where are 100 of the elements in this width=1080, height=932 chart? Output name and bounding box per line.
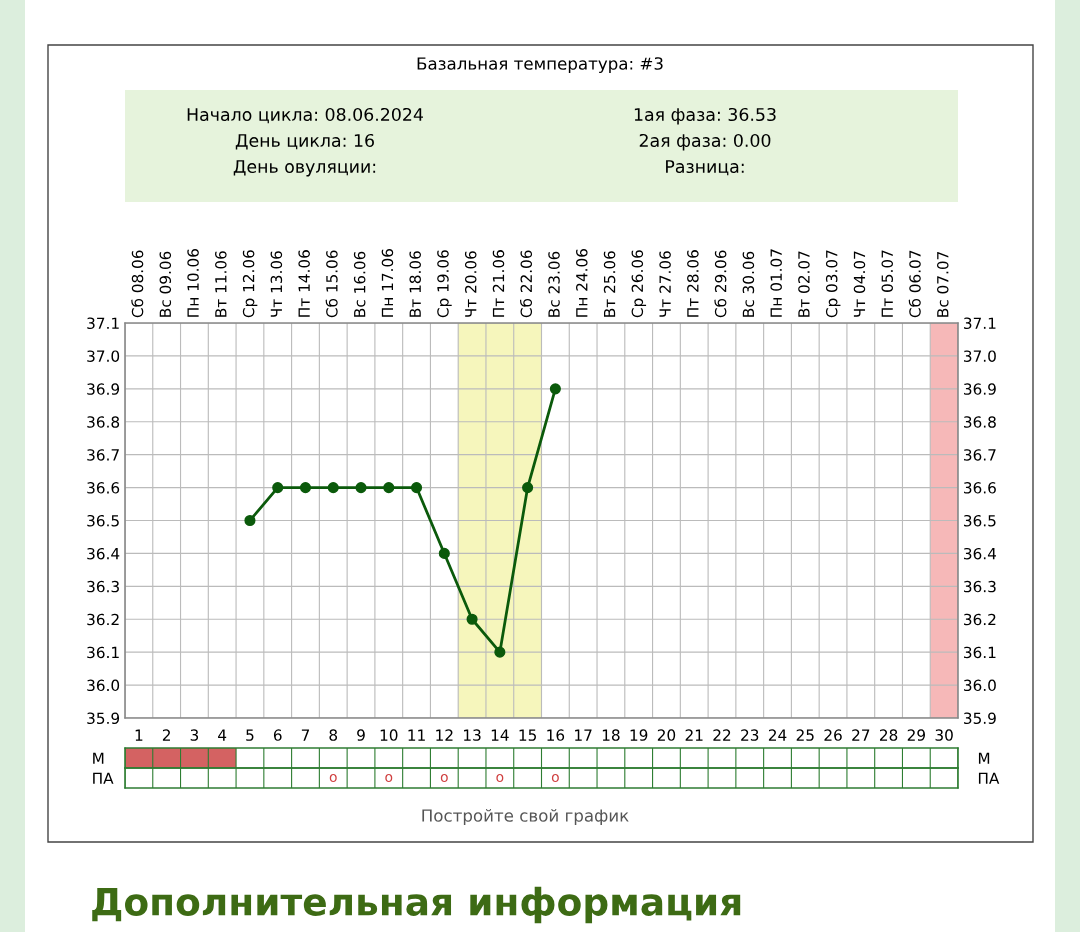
x-tick-label: Вс 30.06 [742,251,755,317]
y-tick-label: 36.1 [87,646,119,659]
x-tick-label: 3 [190,729,199,741]
x-tick-label: Вс 07.07 [936,251,949,317]
y-tick-label: ПА [93,772,114,784]
x-tick-label: Ср 19.06 [437,250,452,318]
x-tick-label: Вт 18.06 [409,251,421,317]
y2-tick-label: 36.3 [964,580,996,593]
point [549,383,561,395]
x-tick-label: 8 [329,729,338,741]
text: 2ая фаза: 0.00 [639,133,771,151]
point [355,482,367,494]
x-tick-label: 18 [602,729,620,741]
x-tick-label: Вт 02.07 [798,251,810,317]
x-tick-label: 13 [464,729,481,741]
x-tick-label: 14 [491,729,509,741]
y2-tick-label: 37.1 [964,317,996,330]
point [466,613,478,625]
y2-tick-label: 36.7 [964,449,996,461]
y2-tick-label: 36.4 [964,547,997,560]
y-tick-label: 36.9 [87,383,120,395]
x-tick-label: 24 [768,729,787,741]
x-tick-label: 29 [907,729,925,741]
x-tick-label: Ср 03.07 [825,250,841,318]
y2-tick-label: 36.5 [964,514,996,527]
y-tick-label: 36.4 [87,547,120,560]
text: o [551,774,559,783]
point [438,547,450,559]
point [272,482,284,494]
x-tick-label: 30 [935,729,953,741]
x-tick-label: 27 [852,729,870,741]
x-tick-label: 5 [246,729,254,741]
y-tick-label: 36.0 [87,679,120,692]
text: День цикла: 16 [235,133,374,150]
text: 1ая фаза: 36.53 [634,107,776,125]
x-tick-label: 22 [713,729,731,741]
x-tick-label: Пт 14.06 [298,250,310,317]
x-tick-label: Пн 17.06 [381,249,394,317]
y2-tick-label: 37.0 [964,350,996,362]
y-tick-label: 35.9 [87,712,120,725]
x-tick-label: Вт 25.06 [603,251,616,317]
text: o [385,774,393,783]
x-tick-label: 21 [685,729,703,741]
x-tick-label: Ср 12.06 [242,250,258,318]
x-tick-label: Сб 06.07 [908,250,921,318]
text: o [496,774,504,783]
y-tick-label: 36.5 [87,514,119,527]
x-tick-label: 4 [218,729,227,741]
point [327,482,339,494]
x-tick-label: Пн 10.06 [187,249,199,317]
point [410,482,423,494]
x-tick-label: 7 [301,729,310,741]
x-tick-label: 26 [824,729,842,741]
x-tick-label: Пт 21.06 [492,250,505,317]
point [383,482,395,494]
x-tick-label: Пт 28.06 [687,250,699,317]
y2-tick-label: 36.2 [964,613,996,626]
x-tick-label: 17 [575,729,592,741]
y2-tick-label: 36.0 [964,679,996,692]
text: Дополнительная информация [92,886,741,924]
y2-tick-label: 36.1 [964,646,996,659]
x-tick-label: 16 [547,729,565,741]
x-tick-label: 2 [162,729,170,741]
y-tick-label: 36.7 [87,449,119,461]
x-tick-label: Чт 27.06 [659,251,671,317]
y-tick-label: 36.2 [87,613,119,626]
x-tick-label: Пн 01.07 [770,249,782,317]
y-tick-label: 36.8 [87,416,120,428]
text: Начало цикла: 08.06.2024 [187,107,423,124]
point [244,514,256,527]
x-tick-label: Вт 11.06 [215,251,227,317]
annotation: Постройте свой график [422,809,629,826]
chart-title: Базальная температура: #3 [417,57,663,74]
y-tick-label: 37.1 [87,317,119,330]
x-tick-label: Вс 09.06 [159,251,172,317]
x-tick-label: Вс 23.06 [548,251,560,317]
x-tick-label: 23 [741,729,759,741]
text: o [329,774,337,783]
y2-tick-label: 36.6 [964,482,996,494]
x-tick-label: Чт 20.06 [464,251,477,317]
x-tick-label: 19 [630,729,648,741]
text: Разница: [666,160,744,176]
x-tick-label: Чт 04.07 [853,251,866,317]
x-tick-label: 15 [519,729,536,741]
text: o [440,774,448,783]
point [522,482,534,494]
x-tick-label: Сб 29.06 [714,250,727,318]
point [494,646,506,658]
x-tick-label: Чт 13.06 [270,251,283,317]
x-tick-label: 25 [796,729,814,741]
x-tick-label: Сб 22.06 [519,250,533,318]
x-tick-label: 11 [408,729,425,741]
y2-tick-label: ПА [978,772,1000,784]
x-tick-label: Вс 16.06 [353,251,366,317]
y-tick-label: 36.3 [87,580,119,593]
point [299,482,312,494]
x-tick-label: 20 [657,729,676,741]
x-tick-label: 12 [436,729,453,741]
x-tick-label: Сб 15.06 [325,250,338,318]
x-tick-label: 1 [135,729,143,741]
